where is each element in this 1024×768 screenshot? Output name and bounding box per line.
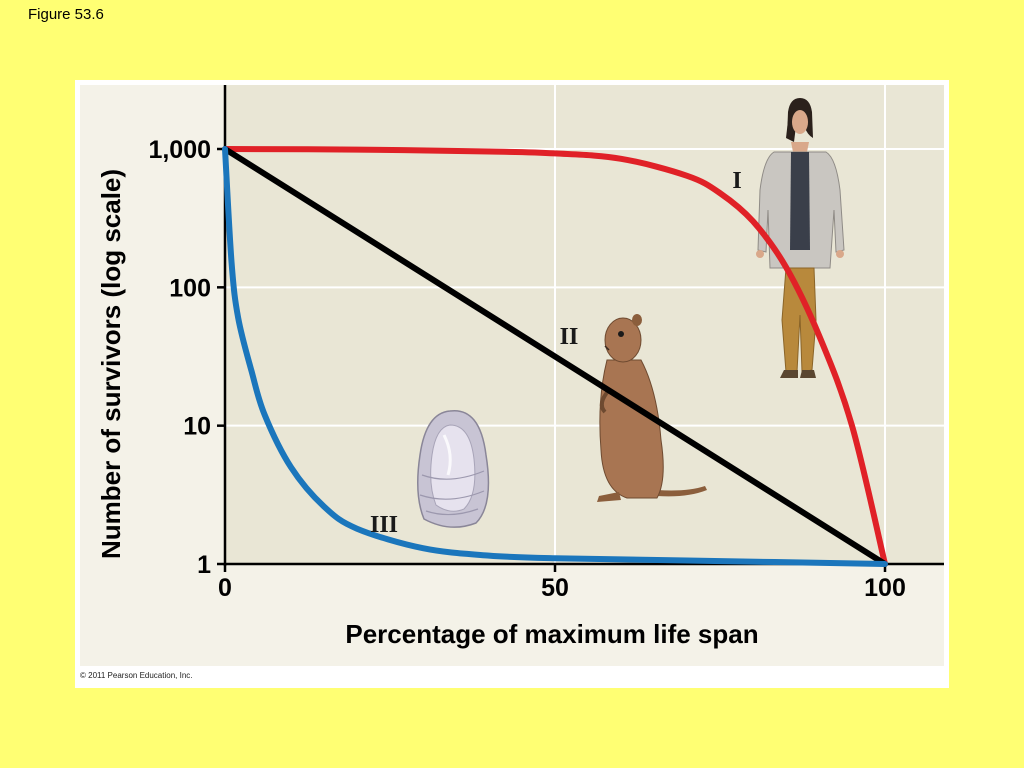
y-tick-label: 1 [197,551,211,579]
y-tick-label: 100 [169,274,211,302]
series-line-III [222,146,888,567]
series-line-II [222,146,888,567]
x-axis-label: Percentage of maximum life span [345,619,758,649]
copyright-notice: © 2011 Pearson Education, Inc. [80,671,193,680]
survivorship-chart: 1 10 100 1,000 0 50 100 I II III Percentage of… [80,85,944,666]
ground-squirrel-icon [597,314,707,502]
human-figure-icon [756,98,845,378]
figure-label: Figure 53.6 [28,6,104,23]
oyster-icon [417,410,490,528]
series-line-I [222,146,888,567]
y-axis-label: Number of survivors (log scale) [96,169,126,559]
series-label-II: II [560,324,579,350]
y-tick-label: 10 [183,413,211,441]
series-label-I: I [732,168,741,194]
x-tick-label: 100 [864,574,906,602]
series-layer [222,146,888,567]
x-tick-label: 0 [218,574,232,602]
tick-labels: 1 10 100 1,000 0 50 100 [148,136,905,602]
figure-panel: 1 10 100 1,000 0 50 100 I II III Percentage of… [75,80,949,688]
x-tick-label: 50 [541,574,569,602]
series-label-III: III [370,512,398,538]
y-tick-label: 1,000 [148,136,211,164]
